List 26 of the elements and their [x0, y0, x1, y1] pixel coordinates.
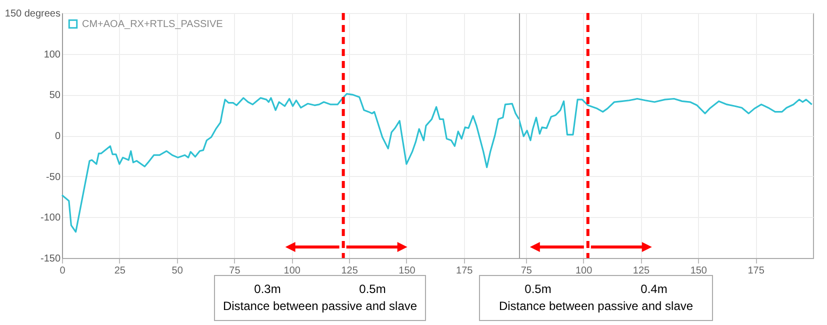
x-tick-label: 50: [172, 266, 184, 276]
text: Distance between passive and slave: [222, 299, 418, 313]
text: 0.5m: [359, 282, 386, 296]
x-tick-label: 175: [456, 266, 474, 276]
x-tick-label: 75: [520, 266, 532, 276]
y-tick-label: -50: [46, 172, 61, 183]
x-tick-label: 75: [229, 266, 241, 276]
text: 0.4m: [640, 282, 668, 296]
y-tick-label: -150: [40, 254, 61, 264]
x-tick-label: 100: [575, 266, 593, 276]
y-tick-label: 150 degrees: [4, 8, 60, 20]
x-tick-label: 125: [341, 266, 358, 276]
y-tick-label: 0: [54, 131, 61, 142]
text: 0.5m: [524, 282, 552, 296]
x-tick-label: 125: [632, 266, 650, 276]
x-tick-label: 175: [748, 266, 765, 276]
y-tick-label: -100: [40, 212, 61, 224]
x-tick-label: 25: [114, 266, 126, 276]
x-tick-label: 150: [398, 266, 416, 276]
text: Distance between passive and slave: [498, 299, 694, 313]
x-tick-label: 150: [690, 266, 708, 276]
text: 0.3m: [254, 282, 281, 296]
legend-label: CM+AOA_RX+RTLS_PASSIVE: [82, 19, 224, 30]
x-tick-label: 100: [284, 266, 301, 276]
y-tick-label: 100: [44, 49, 61, 60]
y-tick-label: 50: [49, 90, 61, 102]
